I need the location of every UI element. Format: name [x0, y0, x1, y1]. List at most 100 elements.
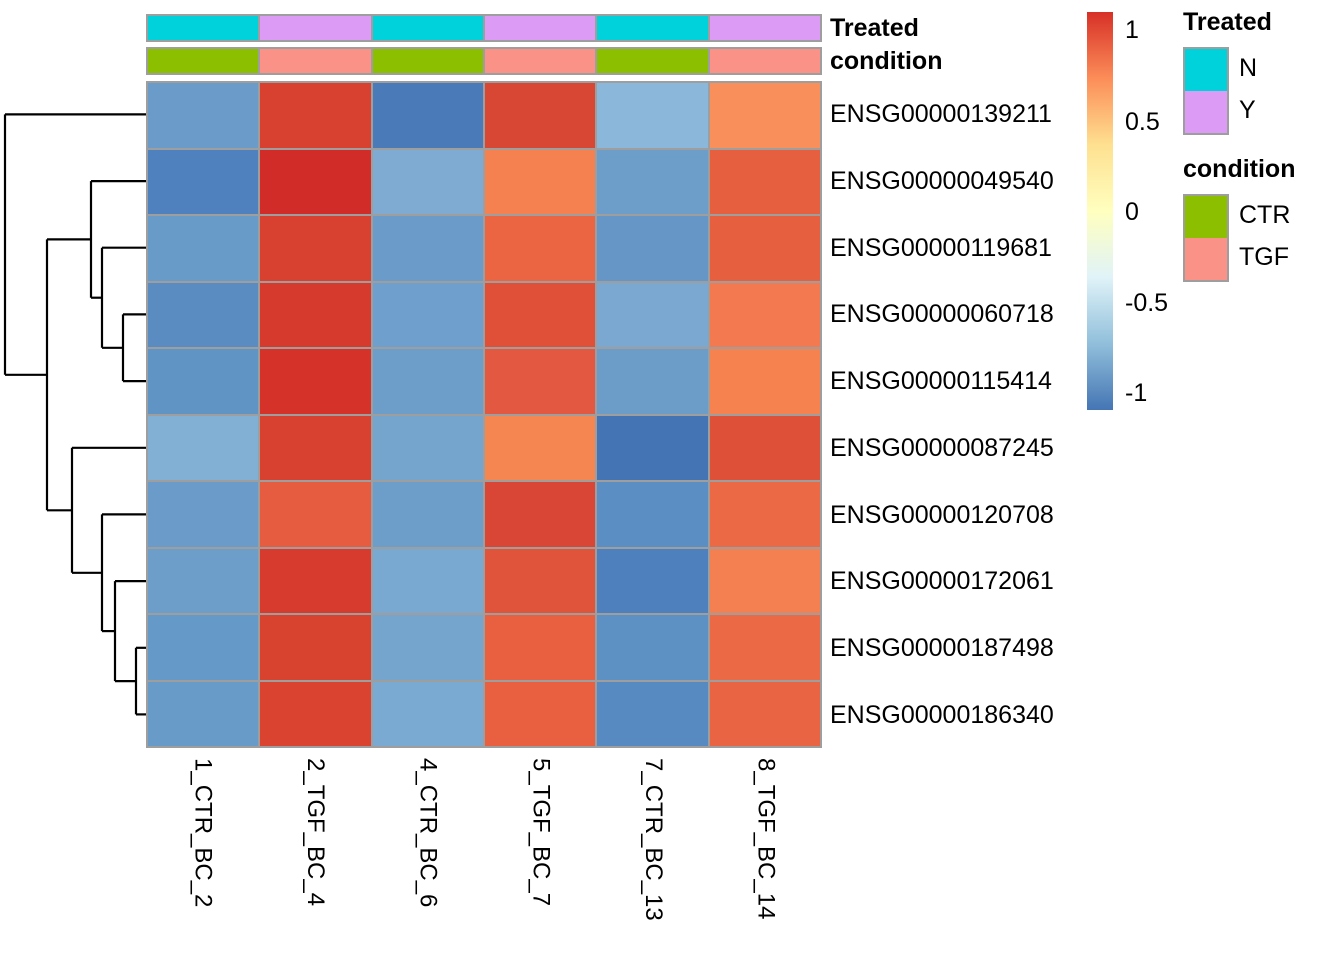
- heatmap-cell: [485, 415, 596, 480]
- colorbar-tick-label: 0: [1125, 198, 1139, 227]
- condition-annotation-cell: [260, 49, 371, 73]
- legend-swatch: [1185, 196, 1227, 238]
- heatmap-cell: [148, 415, 259, 480]
- row-label: ENSG00000139211: [830, 100, 1052, 129]
- column-label: 8_TGF_BC_14: [752, 758, 780, 920]
- heatmap-cell: [260, 681, 371, 746]
- heatmap-cell: [485, 282, 596, 347]
- heatmap-cell: [597, 83, 708, 148]
- treated-annotation-cell: [260, 16, 371, 40]
- column-label: 1_CTR_BC_2: [189, 758, 217, 908]
- heatmap-cell: [597, 681, 708, 746]
- row-dendrogram: [3, 113, 146, 716]
- heatmap-cell: [372, 415, 483, 480]
- colorbar-tick-label: -1: [1125, 378, 1148, 407]
- condition-annotation-cell: [709, 49, 820, 73]
- heatmap-cell: [372, 482, 483, 547]
- heatmap-cell: [485, 83, 596, 148]
- condition-annotation-cell: [148, 49, 259, 73]
- heatmap-cell: [485, 681, 596, 746]
- colorbar-tick-label: 1: [1125, 15, 1139, 44]
- heatmap-cell: [372, 615, 483, 680]
- legend-item-label: N: [1239, 53, 1258, 82]
- row-label: ENSG00000119681: [830, 233, 1052, 262]
- heatmap-cell: [260, 216, 371, 281]
- heatmap-cell: [260, 83, 371, 148]
- heatmap-cell: [709, 548, 820, 613]
- heatmap-cell: [148, 216, 259, 281]
- heatmap-cell: [597, 149, 708, 214]
- heatmap-cell: [709, 415, 820, 480]
- heatmap-cell: [597, 282, 708, 347]
- legend-item-label: CTR: [1239, 200, 1291, 229]
- legend-condition-swatches: [1183, 194, 1229, 282]
- treated-annotation-cell: [148, 16, 259, 40]
- colorbar-tick-label: -0.5: [1125, 288, 1169, 317]
- legend-treated-swatches: [1183, 47, 1229, 135]
- heatmap-cell: [372, 282, 483, 347]
- heatmap-cell: [372, 216, 483, 281]
- heatmap-cell: [148, 548, 259, 613]
- heatmap-cell: [148, 83, 259, 148]
- annotation-bar-condition: [146, 47, 822, 75]
- column-label: 2_TGF_BC_4: [302, 758, 329, 907]
- treated-annotation-cell: [597, 16, 708, 40]
- heatmap-cell: [485, 482, 596, 547]
- heatmap-cell: [709, 681, 820, 746]
- heatmap-cell: [485, 149, 596, 214]
- row-label: ENSG00000060718: [830, 300, 1054, 329]
- legend-condition-title: condition: [1183, 155, 1296, 183]
- annotation-bar-treated: [146, 14, 822, 42]
- heatmap-cell: [260, 615, 371, 680]
- treated-annotation-cell: [709, 16, 820, 40]
- heatmap-cell: [709, 216, 820, 281]
- treated-annotation-cell: [372, 16, 483, 40]
- heatmap-cell: [372, 681, 483, 746]
- condition-annotation-cell: [485, 49, 596, 73]
- row-label: ENSG00000049540: [830, 167, 1054, 196]
- heatmap-cell: [709, 349, 820, 414]
- heatmap-cell: [148, 615, 259, 680]
- heatmap-cell: [709, 83, 820, 148]
- legend-swatch: [1185, 49, 1227, 91]
- heatmap-cell: [597, 349, 708, 414]
- heatmap-cell: [485, 548, 596, 613]
- heatmap-cell: [148, 349, 259, 414]
- heatmap-cell: [260, 282, 371, 347]
- heatmap-cell: [709, 282, 820, 347]
- legend-swatch: [1185, 91, 1227, 133]
- colorbar: [1087, 12, 1113, 410]
- legend-item-label: Y: [1239, 95, 1256, 124]
- heatmap-cell: [148, 482, 259, 547]
- heatmap-grid: [146, 81, 822, 748]
- row-label: ENSG00000186340: [830, 700, 1054, 729]
- row-label: ENSG00000187498: [830, 633, 1054, 662]
- row-label: ENSG00000115414: [830, 367, 1052, 396]
- column-label: 7_CTR_BC_13: [640, 758, 667, 921]
- legend-treated-title: Treated: [1183, 8, 1272, 36]
- heatmap-cell: [485, 349, 596, 414]
- heatmap-cell: [148, 681, 259, 746]
- heatmap-cell: [148, 282, 259, 347]
- legend-swatch: [1185, 238, 1227, 280]
- heatmap-cell: [260, 482, 371, 547]
- heatmap-cell: [709, 615, 820, 680]
- legend-condition: condition CTR TGF: [1183, 155, 1295, 282]
- heatmap-cell: [260, 149, 371, 214]
- heatmap-cell: [709, 149, 820, 214]
- heatmap-cell: [597, 482, 708, 547]
- colorbar-tick-label: 0.5: [1125, 107, 1160, 136]
- row-label: ENSG00000172061: [830, 567, 1054, 596]
- heatmap-cell: [709, 482, 820, 547]
- heatmap-cell: [260, 415, 371, 480]
- condition-annotation-cell: [372, 49, 483, 73]
- condition-annotation-cell: [597, 49, 708, 73]
- heatmap-cell: [372, 548, 483, 613]
- column-label: 5_TGF_BC_7: [527, 758, 555, 907]
- heatmap-cell: [597, 548, 708, 613]
- legend-item-label: TGF: [1239, 242, 1289, 271]
- annotation-row-title-treated: Treated: [830, 14, 919, 42]
- heatmap-cell: [260, 349, 371, 414]
- heatmap-cell: [148, 149, 259, 214]
